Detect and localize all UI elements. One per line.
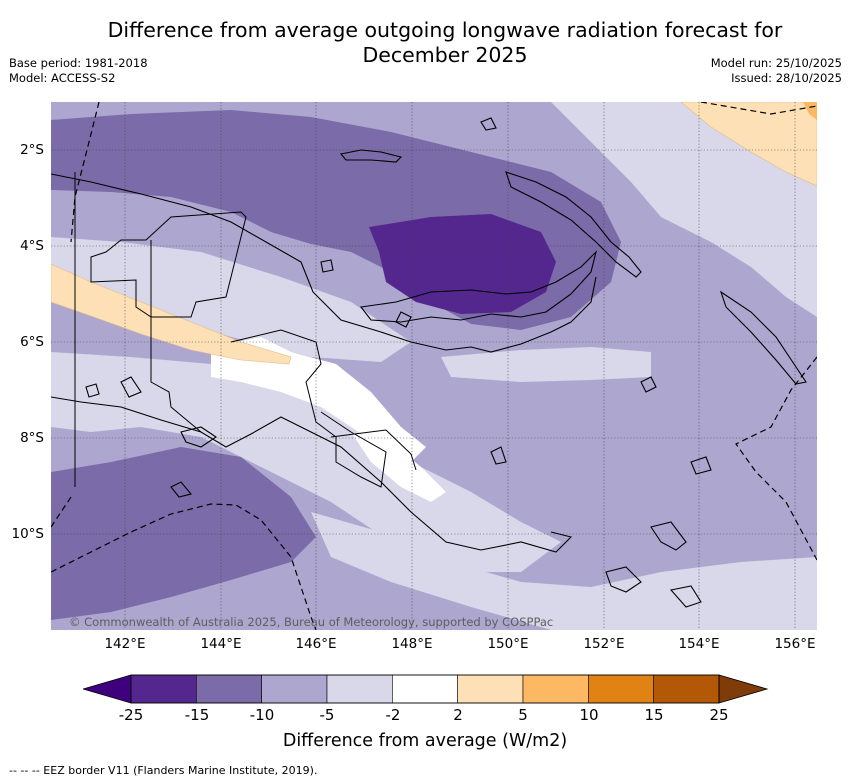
colorbar-segments xyxy=(130,674,720,704)
field-light-northeast xyxy=(551,102,817,317)
colorbar-segment-7 xyxy=(588,674,654,704)
field-dark-core xyxy=(369,214,556,314)
colorbar-segment-8 xyxy=(653,674,720,704)
base-period: Base period: 1981-2018 xyxy=(9,56,148,70)
model-run: Model run: 25/10/2025 xyxy=(710,56,842,70)
lat-label-2s: 2°S xyxy=(20,142,44,158)
copyright-text: © Commonwealth of Australia 2025, Bureau… xyxy=(69,615,553,629)
model-name: Model: ACCESS-S2 xyxy=(9,71,116,85)
coastlines xyxy=(51,117,807,608)
field-light-west-band xyxy=(51,237,411,362)
colorbar-tick-10: 10 xyxy=(579,706,599,724)
issued-date: Issued: 28/10/2025 xyxy=(731,71,842,85)
colorbar-segment-3 xyxy=(326,674,393,704)
lon-label-142: 142°E xyxy=(104,636,146,652)
field-neutral-center xyxy=(211,337,426,462)
title-line-1: Difference from average outgoing longwav… xyxy=(107,18,783,42)
field-positive-west xyxy=(51,263,292,365)
colorbar-tick-m10: -10 xyxy=(249,706,275,724)
colorbar-segment-2 xyxy=(261,674,328,704)
title-line-2: December 2025 xyxy=(362,43,528,67)
lon-label-148: 148°E xyxy=(391,636,433,652)
colorbar-tick-2: 2 xyxy=(453,706,463,724)
lat-label-10s: 10°S xyxy=(11,526,45,542)
colorbar-over-arrow xyxy=(718,674,769,704)
lon-label-152: 152°E xyxy=(583,636,625,652)
eez-borders xyxy=(51,102,817,630)
lon-label-156: 156°E xyxy=(774,636,816,652)
colorbar-title: Difference from average (W/m2) xyxy=(282,731,568,751)
colorbar-segment-6 xyxy=(522,674,589,704)
field-light-central-valley xyxy=(51,352,561,572)
lon-label-144: 144°E xyxy=(200,636,242,652)
field-positive-northeast xyxy=(680,102,817,187)
field-medium-southwest xyxy=(51,447,316,620)
colorbar-tick-m2: -2 xyxy=(385,706,401,724)
lon-label-150: 150°E xyxy=(487,636,529,652)
map-panel: © Commonwealth of Australia 2025, Bureau… xyxy=(51,102,817,630)
colorbar-tick-5: 5 xyxy=(518,706,528,724)
colorbar-segment-0 xyxy=(130,674,197,704)
colorbar-segment-5 xyxy=(457,674,524,704)
meta-left: Base period: 1981-2018 Model: ACCESS-S2 xyxy=(9,56,148,86)
colorbar-tick-m25: -25 xyxy=(118,706,144,724)
colorbar-tick-m5: -5 xyxy=(319,706,335,724)
lat-label-6s: 6°S xyxy=(20,334,44,350)
colorbar-tick-25: 25 xyxy=(709,706,729,724)
field-light-south xyxy=(311,512,817,630)
colorbar xyxy=(83,674,769,704)
lat-label-4s: 4°S xyxy=(20,238,44,254)
lon-label-154: 154°E xyxy=(678,636,720,652)
field-neutral-south xyxy=(351,432,446,502)
lat-label-8s: 8°S xyxy=(20,430,44,446)
colorbar-tick-15: 15 xyxy=(644,706,664,724)
colorbar-segment-1 xyxy=(196,674,262,704)
eez-legend-note: -- -- -- EEZ border V11 (Flanders Marine… xyxy=(9,764,318,777)
colorbar-tick-m15: -15 xyxy=(184,706,210,724)
colorbar-under-arrow xyxy=(83,674,132,704)
meta-right: Model run: 25/10/2025 Issued: 28/10/2025 xyxy=(711,56,842,86)
borders xyxy=(74,172,417,488)
colorbar-segment-4 xyxy=(392,674,458,704)
lon-label-146: 146°E xyxy=(295,636,337,652)
field-light-east-strip xyxy=(441,347,651,382)
chart-title: Difference from average outgoing longwav… xyxy=(60,18,830,68)
